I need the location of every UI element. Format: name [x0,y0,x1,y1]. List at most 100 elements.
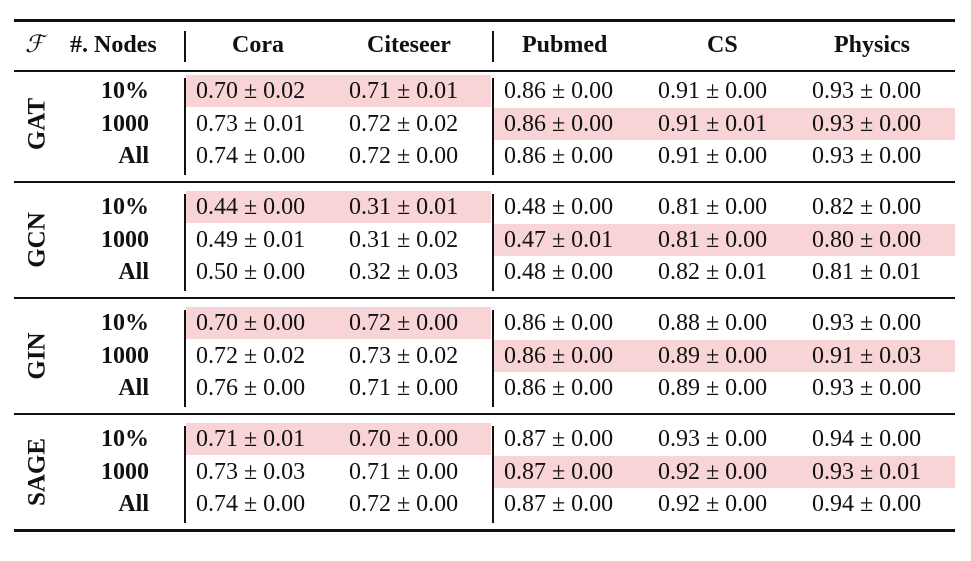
value-cell-cora: 0.73 ± 0.01 [196,111,306,137]
row-highlight [186,307,491,339]
value-cell-cs: 0.89 ± 0.00 [658,343,768,369]
node-count-label: 10% [101,426,149,452]
value-cell-pubmed: 0.86 ± 0.00 [504,78,614,104]
dataset-header-physics: Physics [834,32,911,58]
value-cell-physics: 0.81 ± 0.01 [812,259,922,285]
row-highlight [494,108,955,140]
value-cell-pubmed: 0.87 ± 0.00 [504,426,614,452]
node-count-label: 10% [101,194,149,220]
value-cell-cora: 0.44 ± 0.00 [196,194,306,220]
value-cell-cora: 0.76 ± 0.00 [196,375,306,401]
group-separator [14,181,955,183]
group-divider-left [184,310,186,407]
row-highlight [186,75,491,107]
value-cell-cs: 0.82 ± 0.01 [658,259,768,285]
node-count-label: All [118,259,149,285]
value-cell-physics: 0.80 ± 0.00 [812,227,922,253]
node-count-label: 1000 [101,111,149,137]
dataset-header-pubmed: Pubmed [522,32,608,58]
value-cell-cs: 0.93 ± 0.00 [658,426,768,452]
value-cell-pubmed: 0.48 ± 0.00 [504,259,614,285]
value-cell-citeseer: 0.31 ± 0.01 [349,194,459,220]
value-cell-pubmed: 0.86 ± 0.00 [504,143,614,169]
bottom-rule [14,529,955,532]
node-count-label: 1000 [101,459,149,485]
value-cell-pubmed: 0.86 ± 0.00 [504,310,614,336]
f-symbol-header: ℱ [25,32,44,58]
group-separator [14,297,955,299]
value-cell-physics: 0.82 ± 0.00 [812,194,922,220]
value-cell-cs: 0.91 ± 0.00 [658,78,768,104]
node-count-label: All [118,375,149,401]
value-cell-cora: 0.71 ± 0.01 [196,426,306,452]
value-cell-pubmed: 0.87 ± 0.00 [504,491,614,517]
header-divider-left [184,31,186,62]
row-highlight [494,340,955,372]
node-count-label: All [118,143,149,169]
group-divider-right [492,78,494,175]
value-cell-cs: 0.91 ± 0.00 [658,143,768,169]
node-count-label: 1000 [101,227,149,253]
top-rule [14,19,955,22]
value-cell-cora: 0.72 ± 0.02 [196,343,306,369]
value-cell-pubmed: 0.47 ± 0.01 [504,227,614,253]
dataset-header-citeseer: Citeseer [367,32,451,58]
model-label-gin: GIN [23,332,51,380]
value-cell-citeseer: 0.71 ± 0.01 [349,78,459,104]
value-cell-cs: 0.91 ± 0.01 [658,111,768,137]
value-cell-cora: 0.49 ± 0.01 [196,227,306,253]
value-cell-physics: 0.91 ± 0.03 [812,343,922,369]
value-cell-cs: 0.92 ± 0.00 [658,459,768,485]
group-divider-right [492,310,494,407]
model-label-sage: SAGE [23,437,51,507]
value-cell-citeseer: 0.72 ± 0.02 [349,111,459,137]
value-cell-pubmed: 0.86 ± 0.00 [504,343,614,369]
value-cell-citeseer: 0.71 ± 0.00 [349,375,459,401]
value-cell-cs: 0.81 ± 0.00 [658,194,768,220]
dataset-header-cs: CS [707,32,738,58]
value-cell-citeseer: 0.73 ± 0.02 [349,343,459,369]
value-cell-physics: 0.93 ± 0.00 [812,143,922,169]
value-cell-cora: 0.50 ± 0.00 [196,259,306,285]
value-cell-citeseer: 0.70 ± 0.00 [349,426,459,452]
group-divider-left [184,194,186,291]
group-separator [14,413,955,415]
group-divider-left [184,426,186,523]
node-count-label: 10% [101,310,149,336]
value-cell-physics: 0.93 ± 0.01 [812,459,922,485]
group-divider-right [492,426,494,523]
value-cell-physics: 0.93 ± 0.00 [812,111,922,137]
value-cell-citeseer: 0.72 ± 0.00 [349,143,459,169]
value-cell-physics: 0.93 ± 0.00 [812,310,922,336]
value-cell-citeseer: 0.32 ± 0.03 [349,259,459,285]
value-cell-cs: 0.92 ± 0.00 [658,491,768,517]
value-cell-cs: 0.81 ± 0.00 [658,227,768,253]
value-cell-cs: 0.88 ± 0.00 [658,310,768,336]
row-highlight [494,224,955,256]
header-rule [14,70,955,72]
group-divider-left [184,78,186,175]
value-cell-pubmed: 0.86 ± 0.00 [504,111,614,137]
value-cell-cora: 0.70 ± 0.00 [196,310,306,336]
row-highlight [186,423,491,455]
model-label-gat: GAT [23,97,51,151]
value-cell-physics: 0.94 ± 0.00 [812,491,922,517]
group-divider-right [492,194,494,291]
model-label-gcn: GCN [23,212,51,268]
value-cell-cora: 0.74 ± 0.00 [196,491,306,517]
value-cell-physics: 0.93 ± 0.00 [812,78,922,104]
value-cell-citeseer: 0.71 ± 0.00 [349,459,459,485]
value-cell-pubmed: 0.48 ± 0.00 [504,194,614,220]
value-cell-cora: 0.70 ± 0.02 [196,78,306,104]
node-count-label: 10% [101,78,149,104]
value-cell-pubmed: 0.86 ± 0.00 [504,375,614,401]
value-cell-cora: 0.73 ± 0.03 [196,459,306,485]
value-cell-citeseer: 0.31 ± 0.02 [349,227,459,253]
value-cell-physics: 0.94 ± 0.00 [812,426,922,452]
header-divider-right [492,31,494,62]
nodes-header: #. Nodes [70,32,157,58]
value-cell-pubmed: 0.87 ± 0.00 [504,459,614,485]
value-cell-citeseer: 0.72 ± 0.00 [349,491,459,517]
row-highlight [186,191,491,223]
